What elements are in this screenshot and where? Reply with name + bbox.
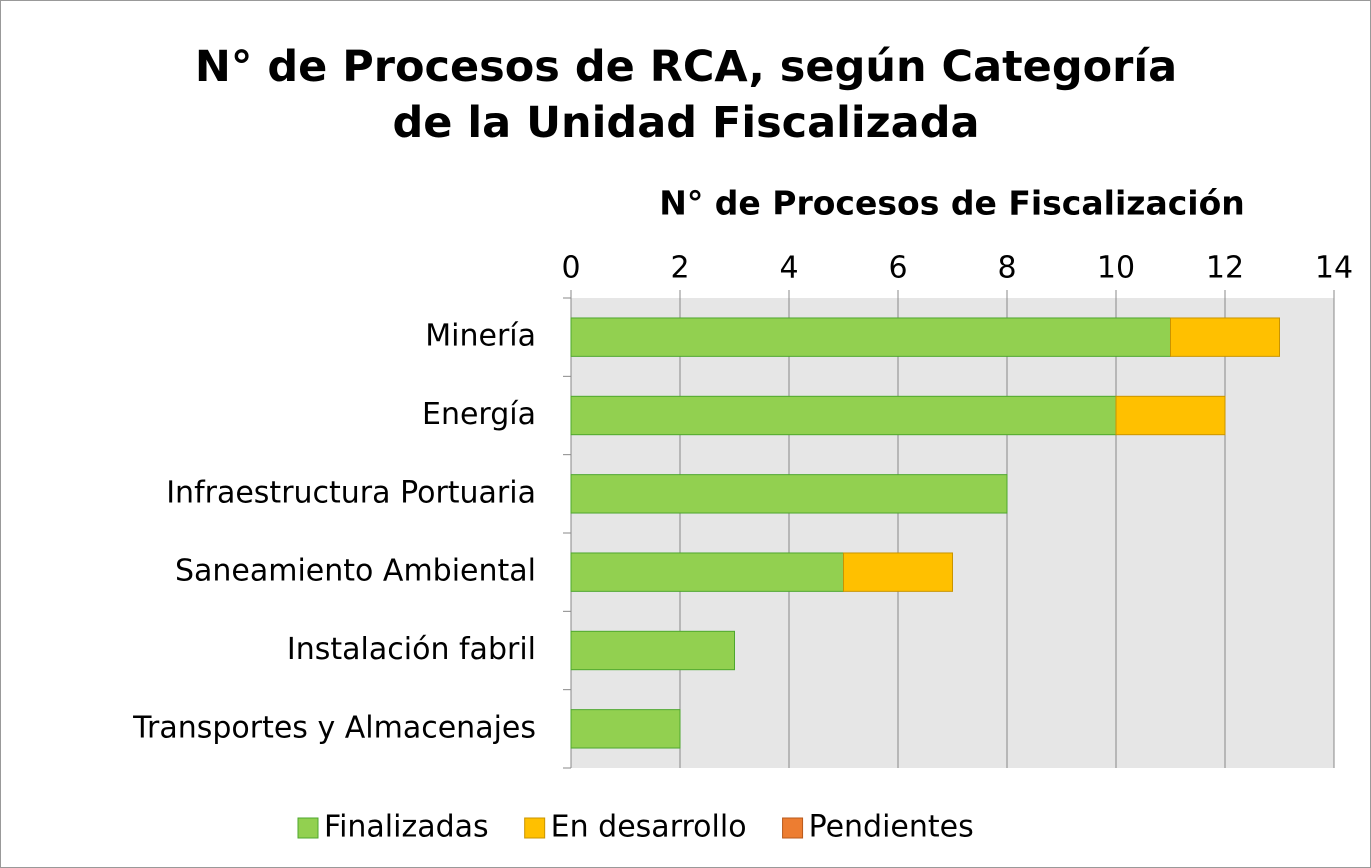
y-tick-label: Infraestructura Portuaria: [166, 475, 536, 510]
x-tick-label: 14: [1315, 251, 1353, 286]
x-axis-title: N° de Procesos de Fiscalización: [659, 184, 1245, 223]
x-tick-label: 10: [1097, 251, 1135, 286]
y-tick-label: Energía: [422, 397, 536, 432]
y-tick-label: Transportes y Almacenajes: [132, 710, 536, 745]
x-tick-label: 8: [997, 251, 1016, 286]
x-tick-label: 12: [1206, 251, 1244, 286]
bar-segment: [570, 317, 1171, 357]
legend-swatch: [524, 817, 546, 839]
x-tick-label: 6: [888, 251, 907, 286]
bar-segment: [1170, 317, 1280, 357]
x-tick-label: 0: [561, 251, 580, 286]
x-tick-label: 4: [779, 251, 798, 286]
bar-segment: [570, 395, 1117, 436]
bar-segment: [1115, 395, 1226, 436]
bar-segment: [570, 709, 681, 749]
legend-label: Finalizadas: [324, 810, 489, 845]
bar-segment: [570, 474, 1008, 514]
bar-segment: [570, 630, 735, 671]
y-tick-label: Saneamiento Ambiental: [175, 554, 536, 589]
y-tick-label: Minería: [425, 319, 536, 354]
legend-label: Pendientes: [809, 810, 974, 845]
bar-segment: [843, 552, 953, 592]
plot-area: [571, 298, 1334, 768]
y-tick-label: Instalación fabril: [287, 632, 536, 667]
chart-title: N° de Procesos de RCA, según Categoría d…: [194, 42, 1178, 148]
legend-swatch: [297, 817, 319, 839]
legend-label: En desarrollo: [551, 810, 747, 845]
x-tick-label: 2: [670, 251, 689, 286]
bar-segment: [570, 552, 844, 592]
legend-swatch: [782, 817, 804, 839]
